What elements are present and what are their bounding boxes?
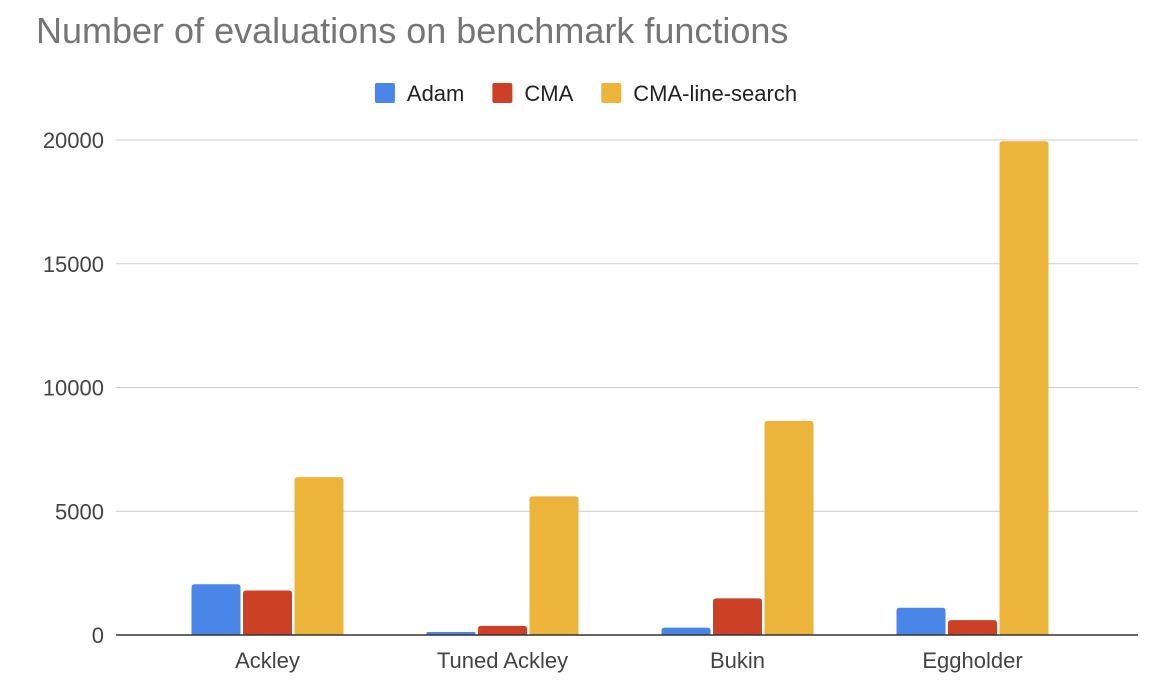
chart-title: Number of evaluations on benchmark funct… — [36, 10, 789, 51]
bar-cma-bukin — [713, 598, 762, 635]
x-axis-ticks: Ackley Tuned Ackley Bukin Eggholder — [235, 648, 1023, 673]
legend-label: CMA-line-search — [633, 81, 797, 106]
bar-cma-line-search-eggholder — [999, 141, 1049, 636]
x-tick-label: Tuned Ackley — [437, 648, 568, 673]
bar-cma-tuned-ackley — [478, 625, 527, 635]
bar-cma-eggholder — [948, 620, 997, 635]
y-tick-label: 10000 — [43, 376, 104, 401]
bars — [191, 141, 1049, 636]
bar-adam-eggholder — [896, 607, 946, 635]
bar-adam-bukin — [661, 627, 711, 635]
y-tick-label: 20000 — [43, 128, 104, 153]
bar-cma-line-search-bukin — [764, 420, 814, 635]
x-tick-label: Ackley — [235, 648, 300, 673]
x-tick-label: Bukin — [710, 648, 765, 673]
y-axis-ticks: 0 5000 10000 15000 20000 — [43, 128, 104, 648]
x-tick-label: Eggholder — [922, 648, 1022, 673]
gridlines — [116, 139, 1138, 512]
bar-adam-ackley — [191, 584, 241, 635]
bar-cma-line-search-ackley — [294, 477, 344, 635]
legend-swatch-cma-line-search — [601, 83, 622, 103]
legend-label: CMA — [524, 81, 573, 106]
legend-swatch-cma — [492, 83, 513, 103]
legend-label: Adam — [407, 81, 464, 106]
y-tick-label: 0 — [92, 623, 104, 648]
legend-swatch-adam — [374, 83, 395, 103]
legend: Adam CMA CMA-line-search — [374, 81, 797, 106]
y-tick-label: 15000 — [43, 252, 104, 277]
y-tick-label: 5000 — [55, 499, 104, 524]
bar-cma-ackley — [243, 590, 292, 635]
bar-cma-line-search-tuned-ackley — [529, 496, 579, 635]
